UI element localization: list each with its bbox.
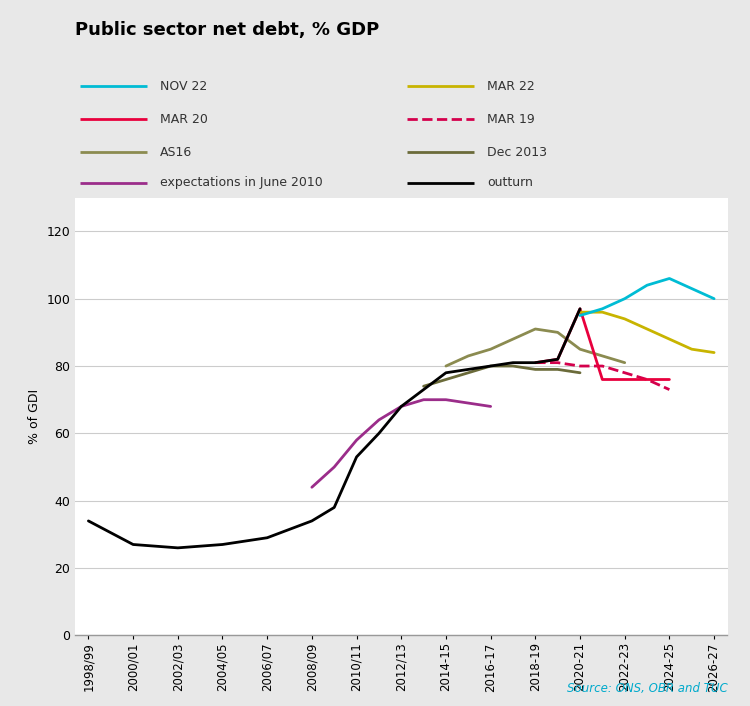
- Line: NOV 22: NOV 22: [580, 278, 714, 316]
- Text: NOV 22: NOV 22: [160, 80, 207, 93]
- MAR 22: [620, 315, 629, 323]
- Line: MAR 22: MAR 22: [580, 312, 714, 352]
- Dec 2013: [554, 365, 562, 373]
- Text: outturn: outturn: [488, 176, 533, 189]
- AS16: [620, 359, 629, 367]
- MAR 19: [620, 369, 629, 377]
- Text: MAR 20: MAR 20: [160, 113, 208, 126]
- Line: expectations in June 2010: expectations in June 2010: [312, 400, 490, 487]
- Text: Source: ONS, OBR and TUC: Source: ONS, OBR and TUC: [567, 683, 728, 695]
- MAR 22: [575, 308, 584, 316]
- outturn: [442, 369, 451, 377]
- outturn: [575, 304, 584, 313]
- MAR 20: [575, 304, 584, 313]
- AS16: [575, 345, 584, 354]
- Text: MAR 19: MAR 19: [488, 113, 535, 126]
- NOV 22: [643, 281, 652, 289]
- outturn: [554, 355, 562, 364]
- Dec 2013: [419, 382, 428, 390]
- MAR 20: [643, 376, 652, 384]
- Text: Dec 2013: Dec 2013: [488, 146, 548, 159]
- MAR 19: [665, 385, 674, 394]
- NOV 22: [710, 294, 718, 303]
- outturn: [374, 429, 383, 438]
- MAR 20: [665, 376, 674, 384]
- MAR 22: [710, 348, 718, 357]
- expectations in June 2010: [442, 395, 451, 404]
- outturn: [397, 402, 406, 411]
- MAR 22: [643, 325, 652, 333]
- expectations in June 2010: [374, 416, 383, 424]
- NOV 22: [620, 294, 629, 303]
- Line: MAR 19: MAR 19: [536, 363, 670, 390]
- MAR 19: [586, 361, 596, 370]
- MAR 22: [598, 308, 607, 316]
- NOV 22: [665, 274, 674, 282]
- AS16: [509, 335, 518, 343]
- MAR 19: [531, 359, 540, 367]
- outturn: [308, 517, 316, 525]
- outturn: [352, 453, 361, 461]
- AS16: [486, 345, 495, 354]
- Dec 2013: [509, 361, 518, 370]
- AS16: [554, 328, 562, 337]
- outturn: [419, 385, 428, 394]
- NOV 22: [575, 311, 584, 320]
- Text: MAR 22: MAR 22: [488, 80, 535, 93]
- NOV 22: [598, 304, 607, 313]
- expectations in June 2010: [419, 395, 428, 404]
- outturn: [262, 534, 272, 542]
- MAR 22: [665, 335, 674, 343]
- outturn: [464, 365, 472, 373]
- MAR 20: [620, 376, 629, 384]
- Dec 2013: [575, 369, 584, 377]
- MAR 19: [554, 359, 562, 367]
- Dec 2013: [486, 361, 495, 370]
- MAR 19: [598, 361, 607, 370]
- MAR 20: [554, 355, 562, 364]
- expectations in June 2010: [308, 483, 316, 491]
- MAR 19: [575, 361, 584, 370]
- outturn: [330, 503, 339, 512]
- expectations in June 2010: [464, 399, 472, 407]
- MAR 20: [598, 376, 607, 384]
- AS16: [442, 361, 451, 370]
- MAR 22: [687, 345, 696, 354]
- Y-axis label: % of GDI: % of GDI: [28, 389, 40, 444]
- Line: outturn: outturn: [88, 309, 580, 548]
- Dec 2013: [464, 369, 472, 377]
- Text: AS16: AS16: [160, 146, 192, 159]
- AS16: [598, 352, 607, 360]
- outturn: [486, 361, 495, 370]
- Text: Public sector net debt, % GDP: Public sector net debt, % GDP: [75, 21, 380, 39]
- Line: MAR 20: MAR 20: [536, 309, 670, 380]
- outturn: [173, 544, 182, 552]
- outturn: [128, 540, 137, 549]
- MAR 20: [531, 359, 540, 367]
- Dec 2013: [531, 365, 540, 373]
- NOV 22: [687, 285, 696, 293]
- expectations in June 2010: [397, 402, 406, 411]
- Text: expectations in June 2010: expectations in June 2010: [160, 176, 322, 189]
- MAR 19: [643, 376, 652, 384]
- AS16: [531, 325, 540, 333]
- outturn: [509, 359, 518, 367]
- expectations in June 2010: [352, 436, 361, 444]
- expectations in June 2010: [330, 463, 339, 472]
- outturn: [218, 540, 227, 549]
- Line: AS16: AS16: [446, 329, 625, 366]
- outturn: [531, 359, 540, 367]
- Line: Dec 2013: Dec 2013: [424, 366, 580, 386]
- AS16: [464, 352, 472, 360]
- outturn: [84, 517, 93, 525]
- expectations in June 2010: [486, 402, 495, 411]
- Dec 2013: [442, 376, 451, 384]
